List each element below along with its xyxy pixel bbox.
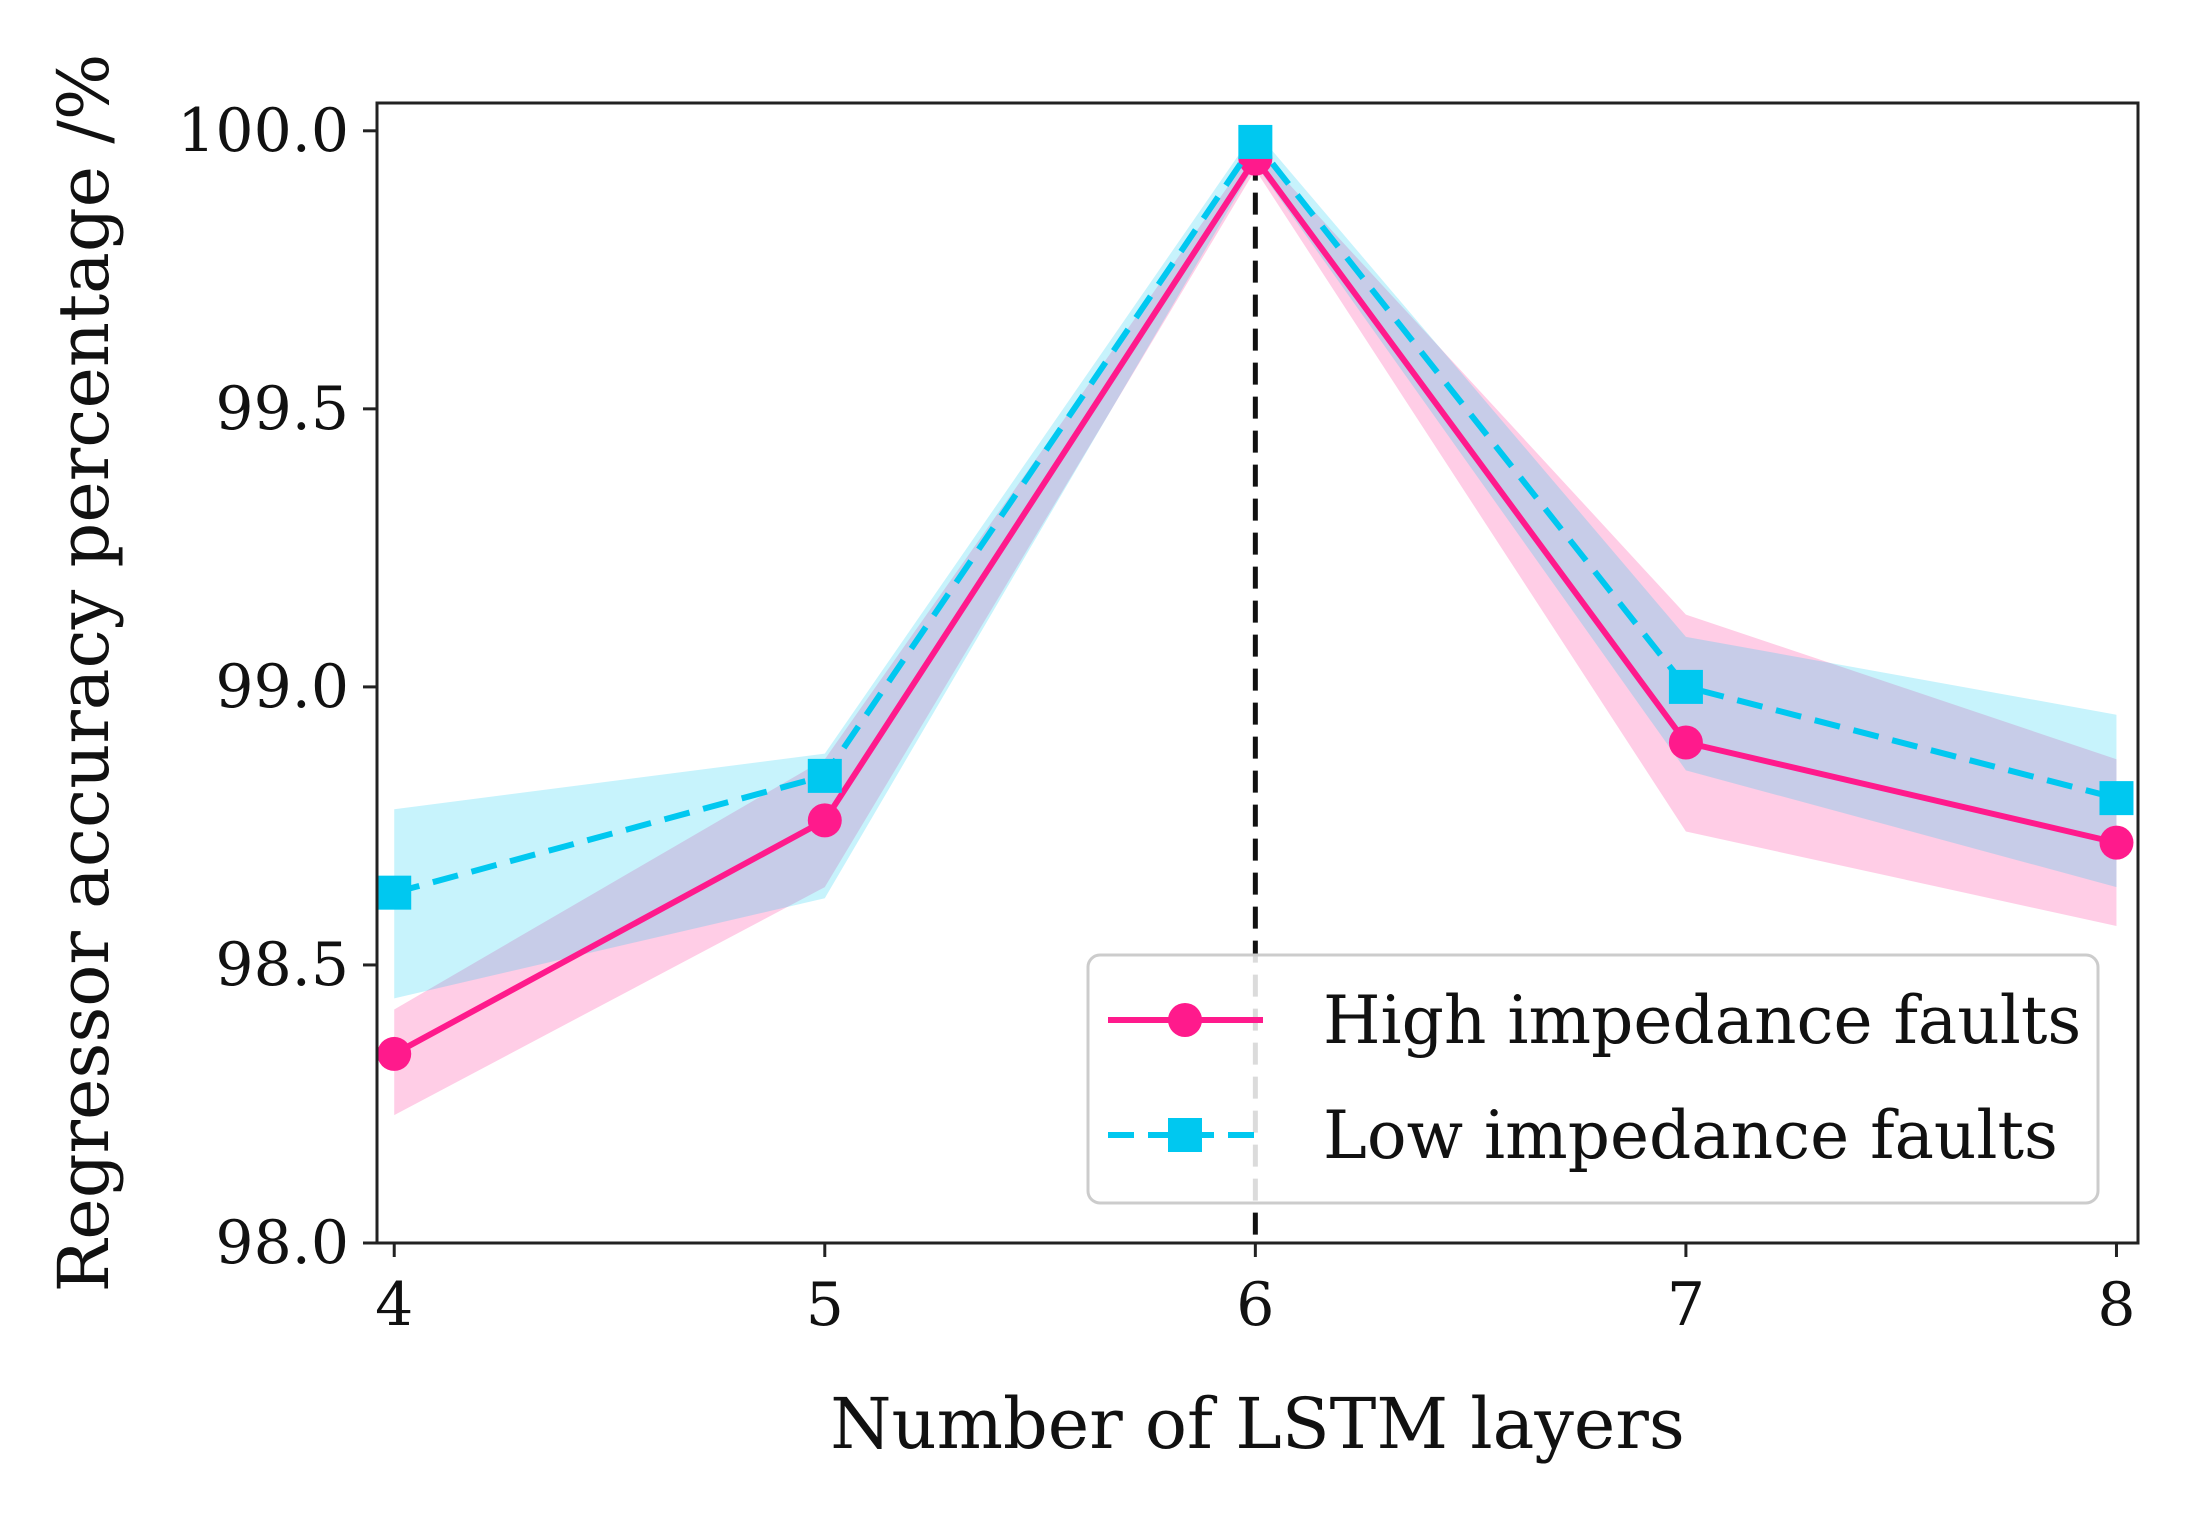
legend-label-series-2: Low impedance faults <box>1323 1097 2058 1174</box>
y-tick-label-100.0: 100.0 <box>177 96 349 166</box>
y-tick-label-99.0: 99.0 <box>215 652 349 722</box>
point-series-1-x7 <box>1668 725 1703 760</box>
point-series-1-x8 <box>2099 825 2134 860</box>
legend-label-series-1: High impedance faults <box>1323 982 2081 1059</box>
legend: High impedance faults Low impedance fault… <box>1086 953 2100 1205</box>
x-tick-label-8: 8 <box>2097 1270 2135 1340</box>
plot-frame <box>375 101 2140 1245</box>
x-tick-label-4: 4 <box>375 1270 413 1340</box>
y-tick-label-98.0: 98.0 <box>215 1208 349 1278</box>
point-series-2-x8 <box>2099 781 2134 816</box>
legend-marker-series-1 <box>1168 1003 1202 1037</box>
x-tick-label-5: 5 <box>806 1270 844 1340</box>
band-series-1 <box>394 147 2117 1116</box>
point-series-2-x6 <box>1238 124 1273 159</box>
point-series-1-x4 <box>377 1036 412 1071</box>
point-series-2-x5 <box>807 758 842 793</box>
y-tick-label-98.5: 98.5 <box>215 930 349 1000</box>
legend-box <box>1086 953 2100 1205</box>
point-series-2-x4 <box>377 875 412 910</box>
y-axis-title: Regressor accuracy percentage /% <box>43 54 125 1293</box>
axes: 4 5 6 7 8 98.0 98.5 99.0 99.5 100.0 <box>177 96 2135 1340</box>
legend-marker-series-2 <box>1168 1118 1202 1152</box>
x-tick-label-6: 6 <box>1236 1270 1274 1340</box>
x-tick-label-7: 7 <box>1667 1270 1705 1340</box>
point-series-1-x5 <box>807 803 842 838</box>
point-series-2-x7 <box>1668 669 1703 704</box>
x-axis-title: Number of LSTM layers <box>830 1383 1685 1465</box>
y-tick-label-99.5: 99.5 <box>215 374 349 444</box>
series-lines <box>377 124 2134 1071</box>
